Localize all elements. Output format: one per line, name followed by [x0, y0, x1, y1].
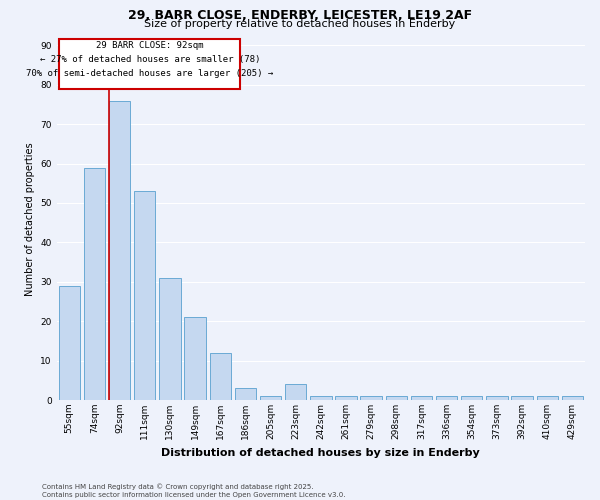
Bar — [134, 191, 155, 400]
Bar — [511, 396, 533, 400]
Text: Contains HM Land Registry data © Crown copyright and database right 2025.
Contai: Contains HM Land Registry data © Crown c… — [42, 484, 346, 498]
Bar — [536, 396, 558, 400]
Bar — [335, 396, 356, 400]
Bar — [159, 278, 181, 400]
Y-axis label: Number of detached properties: Number of detached properties — [25, 142, 35, 296]
Bar — [184, 318, 206, 400]
Bar — [285, 384, 307, 400]
Bar — [461, 396, 482, 400]
Bar — [486, 396, 508, 400]
Bar — [411, 396, 432, 400]
Bar — [386, 396, 407, 400]
Bar — [109, 100, 130, 400]
Bar — [235, 388, 256, 400]
Text: 29 BARR CLOSE: 92sqm: 29 BARR CLOSE: 92sqm — [96, 42, 203, 50]
Text: 29, BARR CLOSE, ENDERBY, LEICESTER, LE19 2AF: 29, BARR CLOSE, ENDERBY, LEICESTER, LE19… — [128, 9, 472, 22]
X-axis label: Distribution of detached houses by size in Enderby: Distribution of detached houses by size … — [161, 448, 480, 458]
Bar — [59, 40, 241, 88]
Bar — [209, 352, 231, 400]
Bar — [310, 396, 332, 400]
Bar — [84, 168, 105, 400]
Bar — [260, 396, 281, 400]
Bar — [436, 396, 457, 400]
Bar — [562, 396, 583, 400]
Text: 70% of semi-detached houses are larger (205) →: 70% of semi-detached houses are larger (… — [26, 69, 274, 78]
Text: ← 27% of detached houses are smaller (78): ← 27% of detached houses are smaller (78… — [40, 55, 260, 64]
Bar — [59, 286, 80, 400]
Bar — [361, 396, 382, 400]
Text: Size of property relative to detached houses in Enderby: Size of property relative to detached ho… — [145, 19, 455, 29]
